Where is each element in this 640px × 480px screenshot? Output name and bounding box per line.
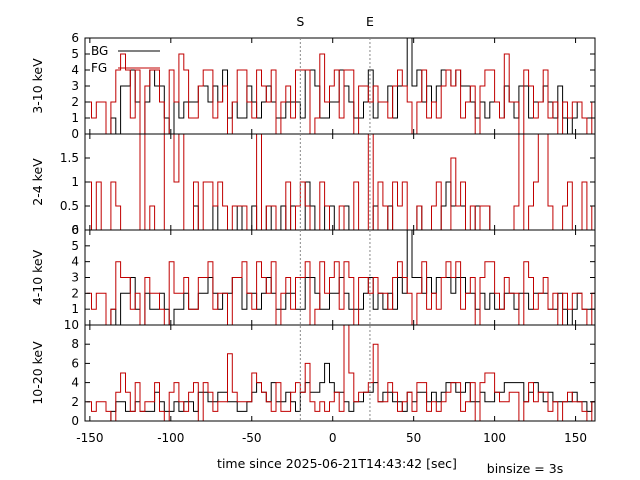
y-tick-label: 3: [71, 79, 79, 93]
y-tick-label: 0: [71, 414, 79, 428]
y-axis-label-panel-4: 10-20 keV: [30, 341, 45, 405]
legend-label-bg: BG: [91, 44, 108, 58]
y-tick-label: 6: [71, 356, 79, 370]
y-tick-label: 1: [71, 302, 79, 316]
binsize-label: binsize = 3s: [487, 461, 563, 476]
x-tick-label: -100: [157, 431, 184, 445]
y-tick-label: 8: [71, 337, 79, 351]
marker-label-s: S: [296, 14, 304, 29]
y-tick-label: 5: [71, 47, 79, 61]
series-fg-panel-3: [86, 261, 595, 325]
y-tick-label: 0: [71, 223, 79, 237]
x-tick-label: 0: [329, 431, 337, 445]
panel-2: 0 0.5 1 1.5 2-4 keV: [30, 133, 596, 237]
series-fg-panel-2: [86, 134, 595, 230]
y-tick-label: 1.5: [60, 151, 79, 165]
x-axis: -150 -100 -50 0 50 100 150: [76, 431, 587, 445]
y-tick-label: 4: [71, 63, 79, 77]
x-tick-label: 150: [564, 431, 587, 445]
y-tick-label: 4: [71, 376, 79, 390]
y-tick-label: 1: [71, 111, 79, 125]
y-tick-label: 2: [71, 286, 79, 300]
y-tick-label: 0.5: [60, 199, 79, 213]
y-tick-label: 10: [64, 318, 79, 332]
series-fg-panel-4: [86, 325, 595, 421]
panel-frame: [84, 324, 596, 422]
y-tick-label: 2: [71, 95, 79, 109]
y-tick-label: 4: [71, 255, 79, 269]
y-axis-label-panel-1: 3-10 keV: [30, 58, 45, 114]
series-bg-panel-3: [86, 230, 595, 325]
y-axis-label-panel-2: 2-4 keV: [30, 158, 45, 206]
y-tick-label: 3: [71, 271, 79, 285]
y-axis-label-panel-3: 4-10 keV: [30, 249, 45, 305]
marker-label-e: E: [366, 14, 374, 29]
x-tick-label: 100: [483, 431, 506, 445]
panel-1: 0 1 2 3 4 5 6 3-10 keV: [30, 31, 596, 141]
y-tick-label: 0: [71, 127, 79, 141]
y-tick-label: 1: [71, 175, 79, 189]
series-fg-panel-1: [86, 53, 595, 134]
x-axis-label: time since 2025-06-21T14:43:42 [sec]: [217, 456, 457, 471]
legend: BG FG: [91, 44, 160, 75]
x-tick-label: 50: [406, 431, 421, 445]
legend-label-fg: FG: [91, 61, 107, 75]
y-tick-label: 6: [71, 223, 79, 237]
x-tick-label: -50: [242, 431, 262, 445]
y-tick-label: 5: [71, 239, 79, 253]
x-tick-label: -150: [76, 431, 103, 445]
panel-4: 0 2 4 6 8 10 10-20 keV: [30, 318, 596, 428]
y-tick-label: 2: [71, 395, 79, 409]
y-tick-label: 6: [71, 31, 79, 45]
